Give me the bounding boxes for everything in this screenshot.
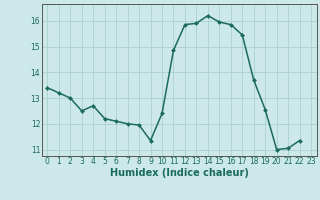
X-axis label: Humidex (Indice chaleur): Humidex (Indice chaleur) <box>110 168 249 178</box>
